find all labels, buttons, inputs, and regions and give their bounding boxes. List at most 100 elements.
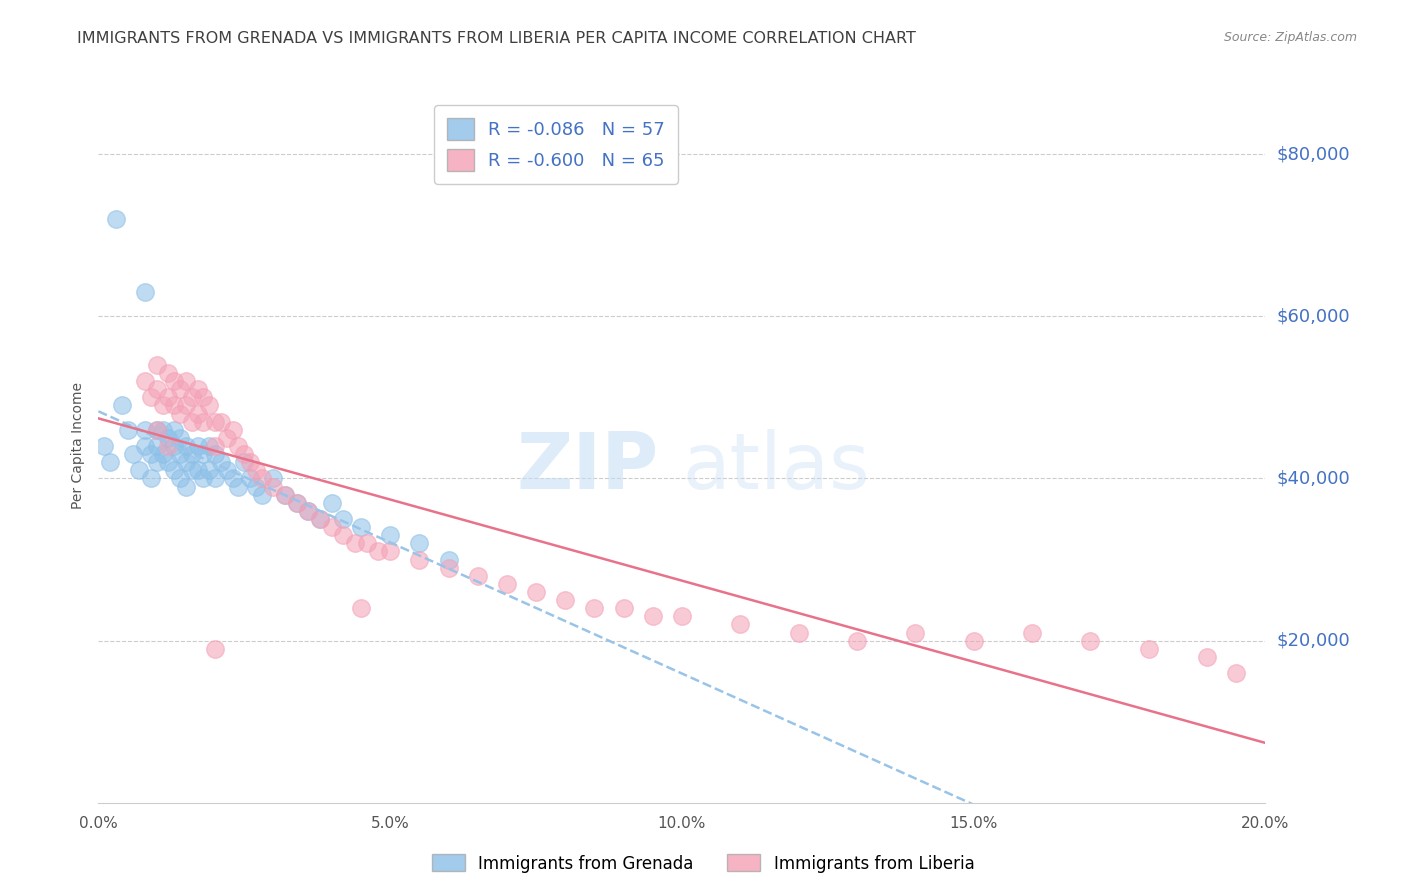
Point bbox=[122, 447, 145, 461]
Point bbox=[111, 399, 134, 413]
Point bbox=[139, 471, 162, 485]
Point bbox=[350, 520, 373, 534]
Point bbox=[274, 488, 297, 502]
Point bbox=[157, 390, 180, 404]
Point bbox=[321, 496, 343, 510]
Point bbox=[163, 423, 186, 437]
Point bbox=[193, 471, 215, 485]
Point bbox=[209, 455, 232, 469]
Text: Source: ZipAtlas.com: Source: ZipAtlas.com bbox=[1223, 31, 1357, 45]
Point bbox=[380, 528, 402, 542]
Text: $20,000: $20,000 bbox=[1277, 632, 1350, 649]
Point bbox=[356, 536, 378, 550]
Text: $40,000: $40,000 bbox=[1277, 469, 1350, 487]
Point bbox=[146, 423, 169, 437]
Point bbox=[187, 439, 209, 453]
Point bbox=[1080, 633, 1102, 648]
Point bbox=[157, 455, 180, 469]
Point bbox=[169, 471, 191, 485]
Point bbox=[285, 496, 308, 510]
Point bbox=[134, 423, 156, 437]
Point bbox=[134, 285, 156, 299]
Point bbox=[180, 447, 202, 461]
Point bbox=[408, 552, 430, 566]
Point bbox=[146, 439, 169, 453]
Point bbox=[157, 431, 180, 445]
Point bbox=[93, 439, 115, 453]
Point bbox=[524, 585, 547, 599]
Point bbox=[180, 390, 202, 404]
Point bbox=[146, 423, 169, 437]
Point bbox=[204, 641, 226, 656]
Point bbox=[408, 536, 430, 550]
Point bbox=[134, 374, 156, 388]
Point bbox=[174, 455, 197, 469]
Point bbox=[139, 447, 162, 461]
Text: IMMIGRANTS FROM GRENADA VS IMMIGRANTS FROM LIBERIA PER CAPITA INCOME CORRELATION: IMMIGRANTS FROM GRENADA VS IMMIGRANTS FR… bbox=[77, 31, 917, 46]
Point bbox=[139, 390, 162, 404]
Point bbox=[730, 617, 752, 632]
Point bbox=[169, 407, 191, 421]
Point bbox=[204, 439, 226, 453]
Point bbox=[146, 358, 169, 372]
Point bbox=[437, 552, 460, 566]
Point bbox=[344, 536, 367, 550]
Point bbox=[612, 601, 634, 615]
Point bbox=[245, 463, 267, 477]
Point bbox=[321, 520, 343, 534]
Point bbox=[380, 544, 402, 558]
Point bbox=[1195, 649, 1218, 664]
Point bbox=[163, 439, 186, 453]
Point bbox=[245, 479, 267, 493]
Point bbox=[904, 625, 927, 640]
Point bbox=[467, 568, 489, 582]
Point bbox=[671, 609, 693, 624]
Point bbox=[198, 463, 221, 477]
Point bbox=[239, 455, 262, 469]
Point bbox=[98, 455, 121, 469]
Point bbox=[198, 439, 221, 453]
Point bbox=[233, 455, 256, 469]
Point bbox=[262, 479, 284, 493]
Point bbox=[157, 366, 180, 380]
Point bbox=[215, 463, 238, 477]
Point bbox=[846, 633, 869, 648]
Point bbox=[193, 415, 215, 429]
Point bbox=[169, 447, 191, 461]
Text: $60,000: $60,000 bbox=[1277, 307, 1350, 326]
Point bbox=[221, 423, 243, 437]
Point bbox=[332, 528, 354, 542]
Point bbox=[152, 447, 174, 461]
Point bbox=[174, 479, 197, 493]
Point bbox=[1137, 641, 1160, 656]
Point bbox=[496, 577, 519, 591]
Point bbox=[297, 504, 319, 518]
Point bbox=[187, 407, 209, 421]
Text: $80,000: $80,000 bbox=[1277, 145, 1350, 163]
Point bbox=[1021, 625, 1043, 640]
Point bbox=[169, 382, 191, 396]
Y-axis label: Per Capita Income: Per Capita Income bbox=[70, 383, 84, 509]
Point bbox=[104, 211, 127, 226]
Point bbox=[204, 447, 226, 461]
Point bbox=[1225, 666, 1247, 681]
Point bbox=[198, 399, 221, 413]
Point bbox=[250, 471, 273, 485]
Text: atlas: atlas bbox=[682, 429, 869, 506]
Point bbox=[193, 390, 215, 404]
Point bbox=[228, 479, 250, 493]
Point bbox=[554, 593, 576, 607]
Point bbox=[174, 399, 197, 413]
Point bbox=[187, 463, 209, 477]
Legend: Immigrants from Grenada, Immigrants from Liberia: Immigrants from Grenada, Immigrants from… bbox=[425, 847, 981, 880]
Legend: R = -0.086   N = 57, R = -0.600   N = 65: R = -0.086 N = 57, R = -0.600 N = 65 bbox=[434, 105, 678, 184]
Point bbox=[163, 463, 186, 477]
Point bbox=[285, 496, 308, 510]
Point bbox=[146, 455, 169, 469]
Point bbox=[187, 382, 209, 396]
Point bbox=[180, 463, 202, 477]
Point bbox=[309, 512, 332, 526]
Point bbox=[193, 447, 215, 461]
Point bbox=[174, 439, 197, 453]
Point bbox=[262, 471, 284, 485]
